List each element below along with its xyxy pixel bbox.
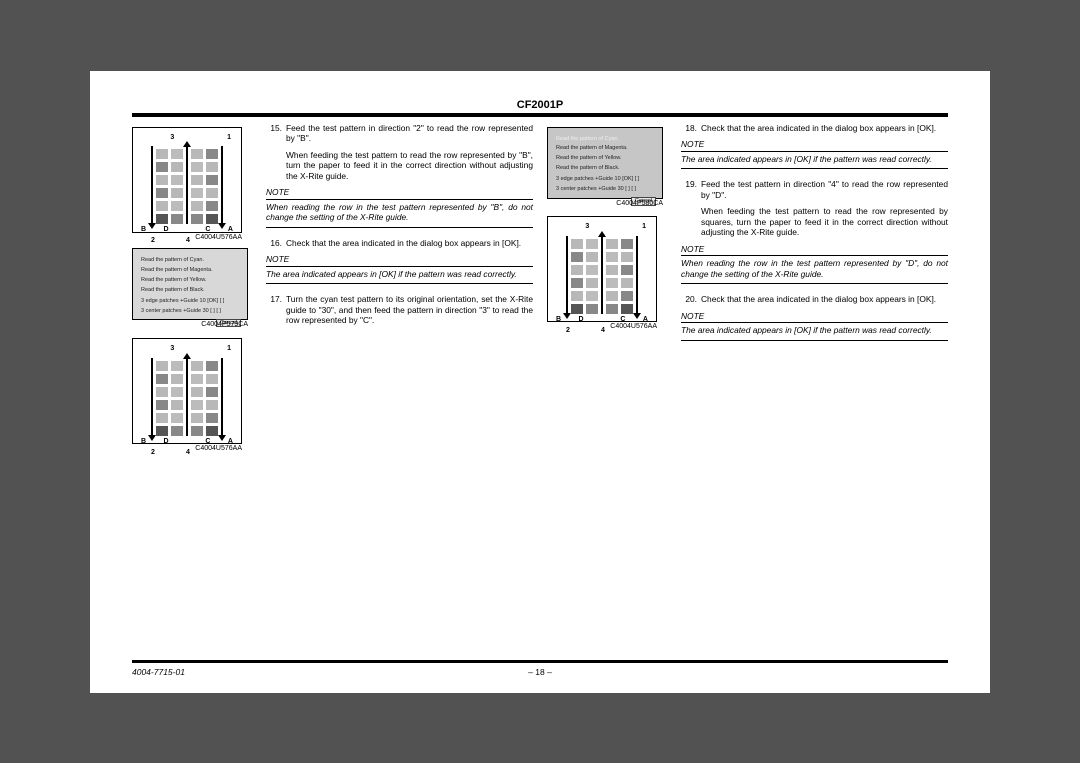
label-d: D — [164, 438, 169, 447]
label-4: 4 — [186, 449, 190, 458]
text-column-middle: 15. Feed the test pattern in direction "… — [266, 123, 533, 460]
step-number: 19. — [681, 179, 701, 200]
manual-page: CF2001P . 3 . 1 — [90, 71, 990, 693]
label-b: B — [141, 226, 146, 235]
note-label: NOTE — [266, 254, 533, 265]
step-text: Feed the test pattern in direction "4" t… — [701, 179, 948, 200]
label-3: 3 — [170, 345, 174, 354]
dialog-text: Read the pattern of Cyan. — [141, 257, 241, 264]
page-footer: 4004-7715-01 – 18 – . — [132, 660, 948, 677]
label-3: 3 — [170, 134, 174, 143]
dialog-screenshot: Read the pattern of Cyan. Read the patte… — [132, 248, 248, 320]
dialog-text: Read the pattern of Magenta. — [556, 145, 656, 152]
note-label: NOTE — [681, 311, 948, 322]
text-column-right: 18. Check that the area indicated in the… — [681, 123, 948, 460]
label-c: C — [205, 226, 210, 235]
note-text: The area indicated appears in [OK] if th… — [266, 269, 533, 280]
direction-arrow — [601, 236, 603, 314]
label-2: 2 — [566, 327, 570, 336]
label-a: A — [228, 438, 233, 447]
test-pattern-figure: . 3 . 1 B D . C — [547, 216, 657, 322]
label-d: D — [164, 226, 169, 235]
note-text: The area indicated appears in [OK] if th… — [681, 325, 948, 336]
label-1: 1 — [642, 223, 646, 232]
label-2: 2 — [151, 237, 155, 246]
header-rule — [132, 113, 948, 117]
dialog-text: Read the pattern of Black. — [141, 287, 241, 294]
dialog-text: 3 center patches +Guide 30 [ ] [ ] — [141, 308, 241, 315]
step-number: 15. — [266, 123, 286, 144]
dialog-text: 3 edge patches +Guide 10 [OK] [ ] — [556, 176, 656, 183]
label-a: A — [643, 316, 648, 325]
step-text: Check that the area indicated in the dia… — [701, 294, 948, 305]
note-label: NOTE — [681, 139, 948, 150]
figure-caption: C4004P580CA — [547, 200, 663, 209]
note-label: NOTE — [266, 187, 533, 198]
content-columns: . 3 . 1 B D . C — [132, 123, 948, 460]
note-text: The area indicated appears in [OK] if th… — [681, 154, 948, 165]
dialog-screenshot: Read the pattern of Cyan. Read the patte… — [547, 127, 663, 199]
direction-arrow — [636, 236, 638, 314]
label-1: 1 — [227, 134, 231, 143]
direction-arrow — [221, 358, 223, 436]
label-3: 3 — [585, 223, 589, 232]
note-text: When reading the row in the test pattern… — [266, 202, 533, 223]
step-text: Check that the area indicated in the dia… — [286, 238, 533, 249]
label-2: 2 — [151, 449, 155, 458]
direction-arrow — [186, 358, 188, 436]
label-1: 1 — [227, 345, 231, 354]
direction-arrow — [151, 146, 153, 224]
test-pattern-figure: . 3 . 1 B D . C — [132, 127, 242, 233]
step-text: Turn the cyan test pattern to its origin… — [286, 294, 533, 326]
note-label: NOTE — [681, 244, 948, 255]
test-pattern-figure: . 3 . 1 B D . C — [132, 338, 242, 444]
step-number: 20. — [681, 294, 701, 305]
label-4: 4 — [601, 327, 605, 336]
label-4: 4 — [186, 237, 190, 246]
dialog-text: Read the pattern of Yellow. — [141, 277, 241, 284]
dialog-text: Read the pattern of Cyan. — [556, 136, 656, 143]
direction-arrow — [566, 236, 568, 314]
step-number: 18. — [681, 123, 701, 134]
label-c: C — [620, 316, 625, 325]
label-d: D — [579, 316, 584, 325]
step-text: When feeding the test pattern to read th… — [286, 150, 533, 182]
page-number: – 18 – — [132, 667, 948, 677]
dialog-text: 3 edge patches +Guide 10 [OK] [ ] — [141, 298, 241, 305]
dialog-text: Read the pattern of Magenta. — [141, 267, 241, 274]
dialog-text: 3 center patches +Guide 30 [ ] [ ] — [556, 186, 656, 193]
label-a: A — [228, 226, 233, 235]
note-text: When reading the row in the test pattern… — [681, 258, 948, 279]
step-number: 16. — [266, 238, 286, 249]
direction-arrow — [221, 146, 223, 224]
label-b: B — [141, 438, 146, 447]
step-text: Feed the test pattern in direction "2" t… — [286, 123, 533, 144]
label-c: C — [205, 438, 210, 447]
dialog-text: Read the pattern of Black. — [556, 165, 656, 172]
figure-column-left: . 3 . 1 B D . C — [132, 123, 252, 460]
label-b: B — [556, 316, 561, 325]
direction-arrow — [186, 146, 188, 224]
step-number: 17. — [266, 294, 286, 326]
step-text: When feeding the test pattern to read th… — [701, 206, 948, 238]
figure-column-right: Read the pattern of Cyan. Read the patte… — [547, 123, 667, 460]
step-text: Check that the area indicated in the dia… — [701, 123, 948, 134]
figure-caption: C4004P579CA — [132, 321, 248, 330]
dialog-text: Read the pattern of Yellow. — [556, 155, 656, 162]
page-title: CF2001P — [132, 99, 948, 111]
direction-arrow — [151, 358, 153, 436]
